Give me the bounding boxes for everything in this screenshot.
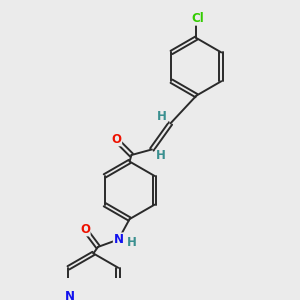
Text: H: H bbox=[157, 110, 167, 122]
Text: O: O bbox=[112, 133, 122, 146]
Text: N: N bbox=[113, 233, 123, 246]
Text: Cl: Cl bbox=[191, 12, 204, 25]
Text: H: H bbox=[156, 149, 166, 163]
Text: H: H bbox=[127, 236, 136, 249]
Text: N: N bbox=[65, 290, 75, 300]
Text: O: O bbox=[80, 223, 90, 236]
